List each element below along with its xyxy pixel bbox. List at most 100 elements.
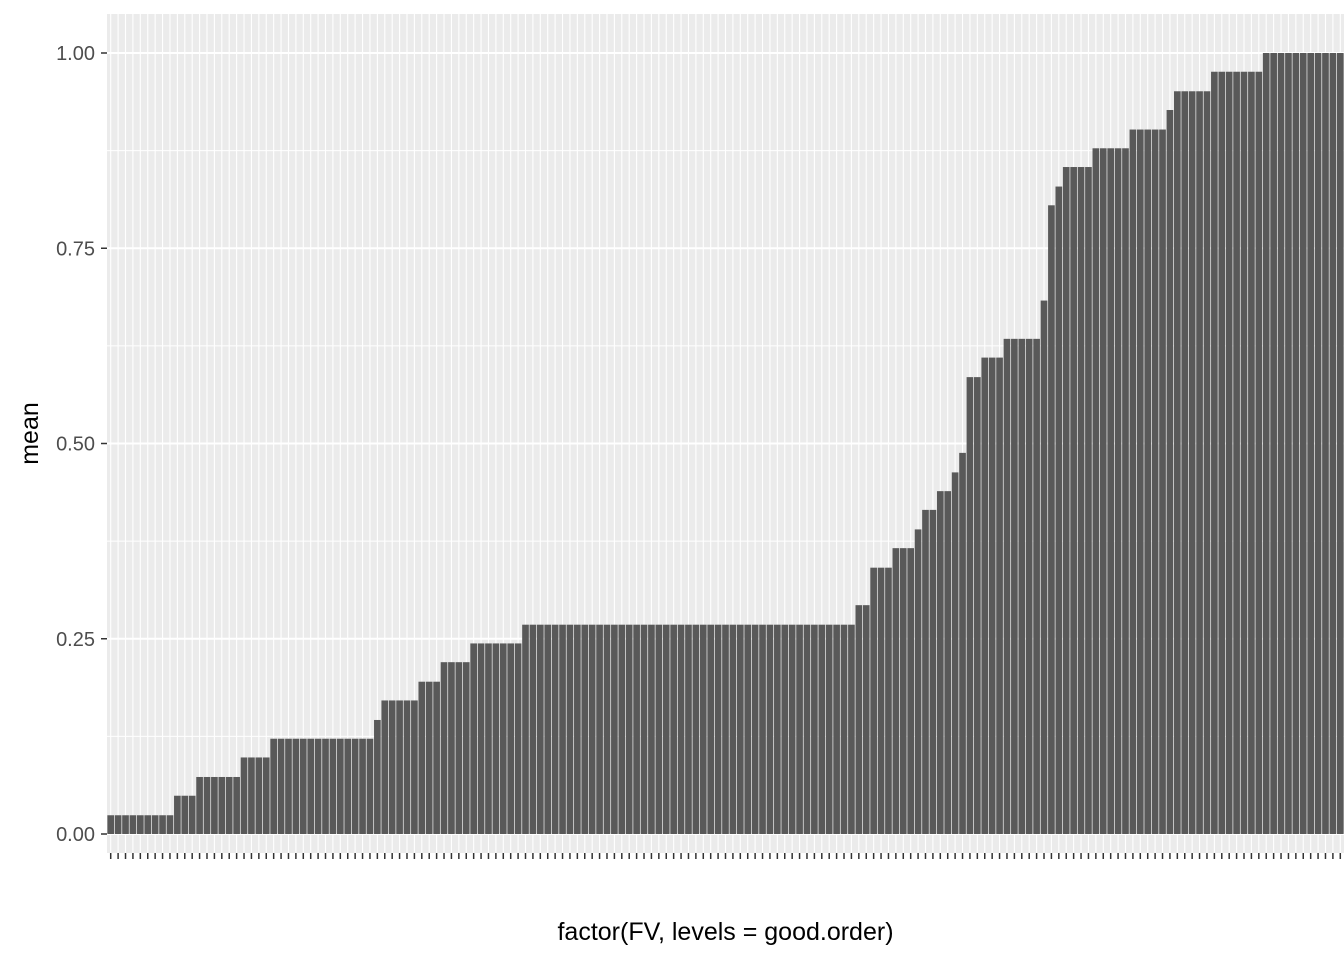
bar <box>781 624 789 834</box>
y-axis: 0.00 0.25 0.50 0.75 1.00 <box>56 43 107 846</box>
bar <box>951 472 959 834</box>
bar <box>1099 148 1107 835</box>
bar <box>499 643 507 834</box>
y-tick-label: 1.00 <box>56 43 95 65</box>
bar <box>862 605 870 834</box>
bar <box>203 776 211 834</box>
bar <box>596 624 603 834</box>
bar <box>1055 186 1063 834</box>
bar <box>211 776 218 834</box>
bar <box>796 624 803 834</box>
bar <box>144 815 152 834</box>
bar <box>114 815 122 834</box>
bar <box>166 815 174 834</box>
y-tick-label: 0.75 <box>56 238 95 260</box>
bar <box>603 624 611 834</box>
bar <box>470 643 477 834</box>
bar <box>299 738 307 834</box>
bar <box>381 700 389 834</box>
bar <box>840 624 848 834</box>
bar <box>936 491 944 834</box>
bar <box>1255 71 1263 834</box>
bar <box>640 624 648 834</box>
bar <box>1292 53 1300 834</box>
bar <box>344 738 352 834</box>
bar <box>818 624 826 834</box>
bar <box>314 738 322 834</box>
bar <box>774 624 781 834</box>
bar <box>722 624 729 834</box>
bar <box>825 624 833 834</box>
bar <box>759 624 766 834</box>
bar <box>492 643 500 834</box>
bar <box>981 357 989 834</box>
bar <box>396 700 403 834</box>
bar <box>1314 53 1322 834</box>
bar <box>1174 91 1181 835</box>
bar <box>388 700 396 834</box>
bar <box>536 624 544 834</box>
bar <box>1070 167 1077 834</box>
bar <box>366 738 374 834</box>
bar <box>233 776 240 834</box>
bar <box>833 624 840 834</box>
bar <box>1011 338 1018 834</box>
bar <box>255 757 263 834</box>
bar <box>803 624 811 834</box>
bars <box>107 53 1344 835</box>
bar <box>248 757 255 834</box>
bar <box>1270 53 1277 834</box>
bar <box>462 662 470 834</box>
bar <box>129 815 137 834</box>
bar <box>892 548 900 834</box>
bar <box>522 624 529 834</box>
bar <box>744 624 752 834</box>
bar <box>751 624 759 834</box>
bar <box>359 738 366 834</box>
bar <box>633 624 640 834</box>
bar <box>1033 338 1040 834</box>
bar <box>174 795 181 834</box>
bar <box>914 529 922 834</box>
bar <box>1092 148 1100 835</box>
bar <box>1196 91 1203 835</box>
bar <box>1136 129 1144 835</box>
bar <box>418 681 426 834</box>
bar <box>944 491 952 834</box>
bar <box>159 815 166 834</box>
bar <box>455 662 463 834</box>
bar <box>707 624 715 834</box>
bar <box>1248 71 1255 834</box>
bar <box>544 624 552 834</box>
bar <box>411 700 418 834</box>
bar <box>788 624 796 834</box>
bar <box>625 624 633 834</box>
y-tick-label: 0.25 <box>56 629 95 651</box>
bar <box>855 605 863 834</box>
bar <box>403 700 411 834</box>
bar <box>1336 53 1344 834</box>
bar <box>581 624 589 834</box>
bar <box>448 662 455 834</box>
bar <box>285 738 292 834</box>
bar <box>270 738 277 834</box>
bar <box>974 377 981 834</box>
bar <box>574 624 581 834</box>
bar <box>899 548 907 834</box>
bar <box>1166 110 1174 834</box>
bar <box>766 624 774 834</box>
bar <box>122 815 129 834</box>
bar <box>729 624 737 834</box>
bar <box>374 719 381 834</box>
bar <box>1329 53 1337 834</box>
bar <box>588 624 596 834</box>
y-axis-title: mean <box>16 402 44 465</box>
bar <box>1277 53 1285 834</box>
bar <box>529 624 537 834</box>
bar <box>559 624 566 834</box>
bar <box>1159 129 1166 835</box>
bar <box>485 643 492 834</box>
bar <box>1114 148 1122 835</box>
bar <box>714 624 722 834</box>
bar <box>1225 71 1233 834</box>
